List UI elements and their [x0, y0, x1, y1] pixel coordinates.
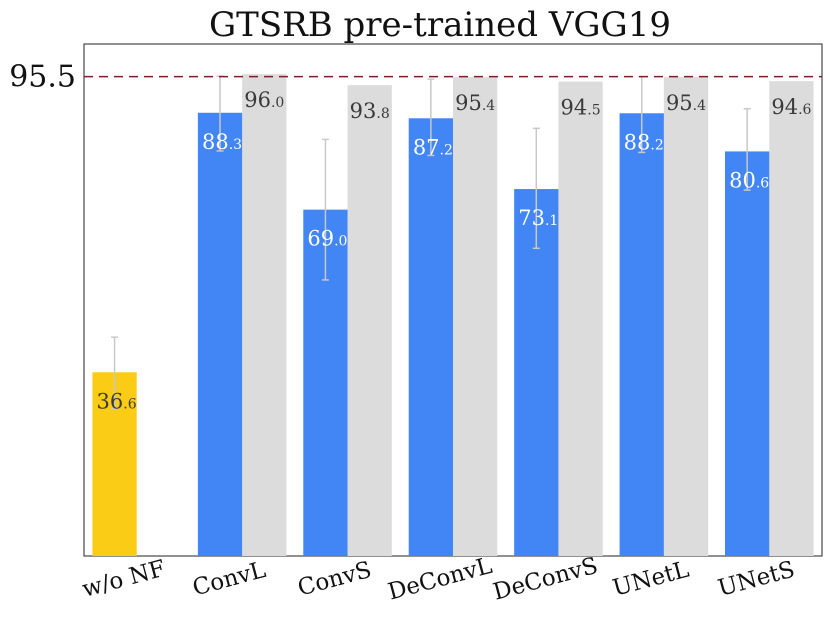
max-value-label: 93.8	[350, 99, 390, 123]
x-tick-label: UNetL	[610, 557, 692, 602]
max-bar	[242, 74, 287, 556]
max-value-label-decimal: .8	[376, 106, 389, 122]
max-value-label-integer: 93	[350, 99, 377, 123]
mean-value-label-integer: 69	[307, 227, 334, 251]
chart-title: GTSRB pre-trained VGG19	[209, 5, 671, 45]
y-tick-label: 95.5	[9, 60, 76, 95]
max-value-label-decimal: .4	[693, 98, 706, 114]
mean-value-label-decimal: .2	[440, 142, 453, 158]
mean-value-label: 88.2	[624, 130, 664, 154]
mean-value-label-integer: 73	[518, 206, 545, 230]
mean-value-label: 80.6	[729, 168, 769, 192]
mean-value-label-decimal: .2	[650, 137, 663, 153]
x-tick-label: UNetS	[715, 557, 797, 602]
max-value-label-integer: 94	[561, 96, 588, 120]
mean-value-label: 36.6	[97, 389, 137, 413]
max-value-label: 94.5	[561, 96, 601, 120]
mean-bar	[619, 113, 664, 556]
max-value-label: 96.0	[244, 88, 284, 112]
mean-bar	[514, 189, 559, 557]
max-value-label-decimal: .0	[271, 95, 284, 111]
max-value-label-integer: 96	[244, 88, 271, 112]
mean-value-label-integer: 88	[202, 130, 229, 154]
mean-value-label-integer: 36	[97, 389, 124, 413]
x-tick-label: ConvS	[295, 557, 374, 602]
x-tick-label: DeConvL	[385, 553, 495, 606]
x-tick-label: ConvL	[190, 557, 269, 601]
mean-value-label-decimal: .0	[334, 234, 347, 250]
mean-bar	[197, 112, 243, 557]
mean-value-label: 88.3	[202, 130, 242, 154]
max-bar	[663, 77, 709, 557]
max-value-label-integer: 94	[771, 95, 798, 119]
mean-value-label-decimal: .6	[123, 396, 136, 412]
mean-value-label-integer: 80	[729, 168, 756, 192]
max-value-label: 94.6	[771, 95, 811, 119]
mean-value-label: 69.0	[307, 227, 347, 251]
max-value-label: 95.4	[666, 91, 706, 115]
mean-value-label: 73.1	[518, 206, 558, 230]
mean-value-label-integer: 87	[413, 135, 440, 159]
max-bar	[453, 77, 498, 557]
mean-value-label-decimal: .3	[229, 137, 242, 153]
max-bar	[347, 85, 392, 557]
x-tick-label: w/o NF	[80, 556, 169, 603]
max-value-label-decimal: .5	[587, 103, 600, 119]
max-bar	[558, 81, 603, 556]
max-value-label-decimal: .4	[482, 98, 495, 114]
x-tick-label: DeConvS	[490, 553, 600, 606]
mean-value-label-integer: 88	[624, 130, 651, 154]
mean-value-label-decimal: .1	[545, 213, 558, 229]
max-value-label-integer: 95	[455, 91, 482, 115]
max-value-label: 95.4	[455, 91, 495, 115]
mean-bar	[408, 118, 453, 557]
max-value-label-decimal: .6	[798, 102, 811, 118]
max-value-label-integer: 95	[666, 91, 693, 115]
mean-value-label-decimal: .6	[756, 175, 769, 191]
mean-bar	[725, 151, 770, 556]
mean-value-label: 87.2	[413, 135, 453, 159]
max-bar	[769, 81, 814, 557]
